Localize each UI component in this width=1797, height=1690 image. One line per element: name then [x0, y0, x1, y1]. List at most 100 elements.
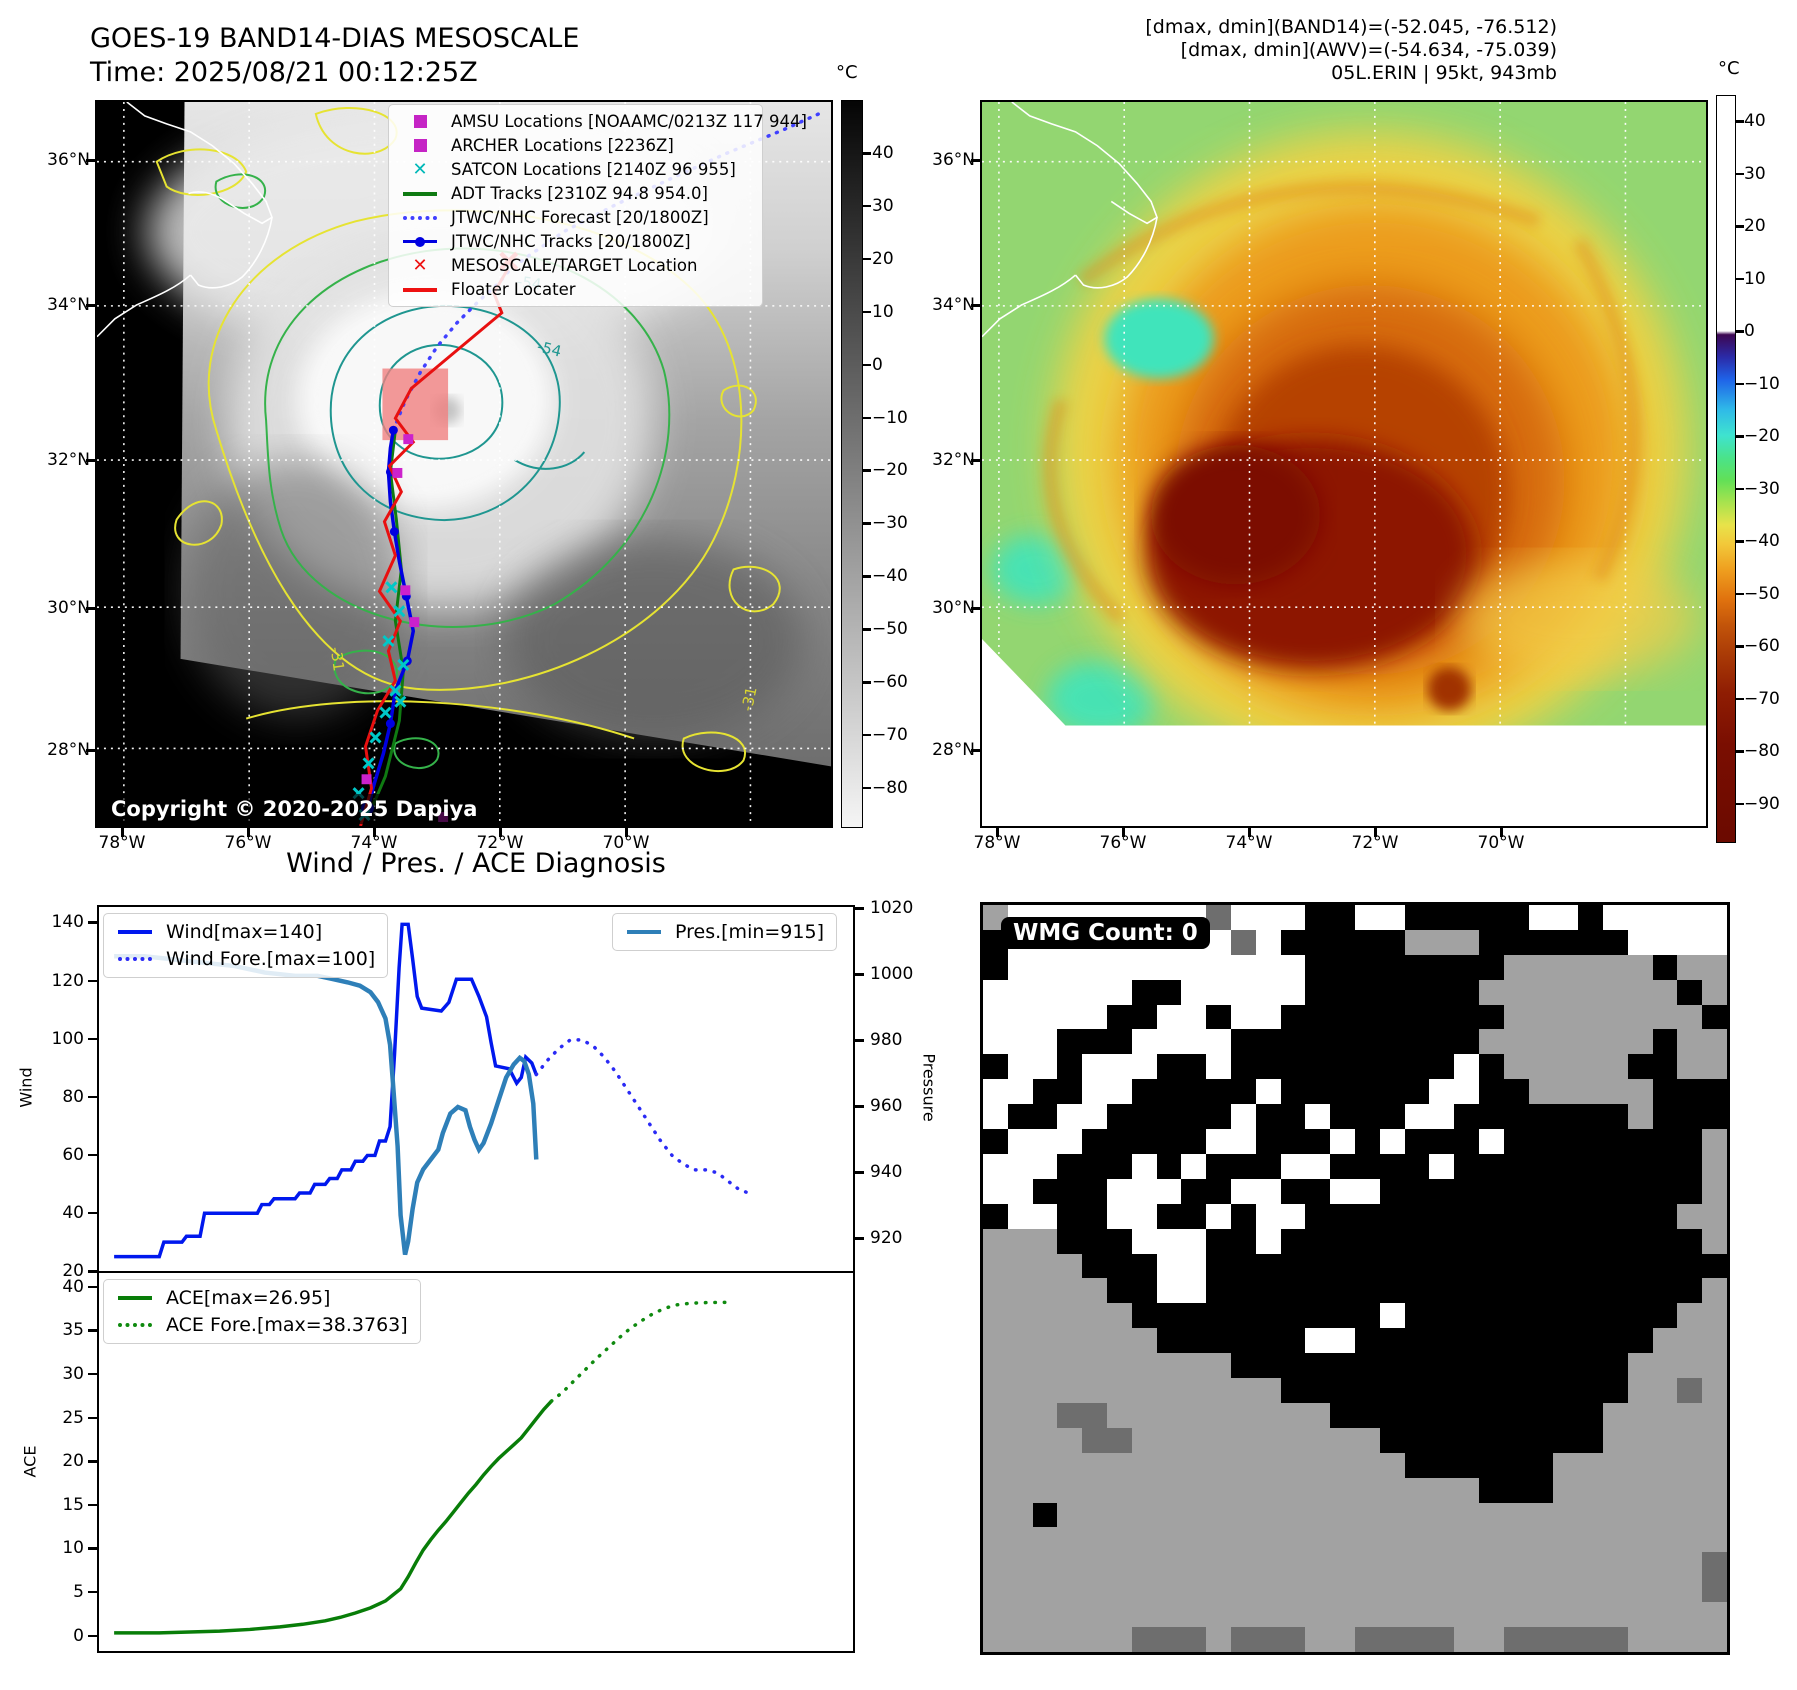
- wmg-cell: [1627, 1627, 1653, 1652]
- wmg-cell: [1627, 1029, 1653, 1055]
- wmg-cell: [1206, 1378, 1231, 1403]
- wmg-cell: [1354, 1054, 1380, 1080]
- wmg-cell: [1627, 1328, 1653, 1354]
- wmg-cell: [1354, 1178, 1380, 1204]
- legend-item-label: JTWC/NHC Tracks [20/1800Z]: [451, 232, 691, 251]
- wmg-cell: [1578, 1303, 1603, 1329]
- wmg-cell: [1032, 1104, 1058, 1130]
- wmg-cell: [1354, 1353, 1380, 1379]
- wmg-cell: [1578, 1427, 1603, 1453]
- wmg-cell: [1652, 1129, 1678, 1154]
- wind-forecast-legend-item-label: Wind Fore.[max=100]: [166, 948, 376, 970]
- wmg-cell: [1082, 1452, 1107, 1478]
- dotted-line-marker-icon: [116, 957, 154, 961]
- wmg-cell: [983, 1577, 1008, 1603]
- wmg-cell: [1305, 1178, 1331, 1204]
- wmg-cell: [1478, 1054, 1504, 1080]
- map1-lon-tick: 74°W: [350, 833, 398, 853]
- awv-colorbar-tick: −30: [1744, 478, 1780, 499]
- wmg-cell: [983, 1452, 1008, 1478]
- wmg-cell: [1280, 1353, 1306, 1379]
- wmg-cell: [1602, 1228, 1628, 1254]
- wmg-cell: [1528, 1627, 1554, 1652]
- wmg-cell: [1627, 1502, 1653, 1528]
- wmg-cell: [1379, 1079, 1405, 1105]
- tick-mark: [855, 907, 864, 910]
- wmg-cell: [1528, 1054, 1554, 1080]
- wmg-cell: [1007, 1402, 1033, 1428]
- wmg-cell: [1082, 954, 1107, 980]
- wmg-cell: [1578, 954, 1603, 980]
- wmg-cell: [1082, 1303, 1107, 1329]
- timestamp: Time: 2025/08/21 00:12:25Z: [90, 57, 478, 88]
- tick-mark: [88, 1095, 97, 1099]
- wmg-cell: [1082, 1353, 1107, 1379]
- wmg-cell: [1354, 1552, 1380, 1578]
- wmg-cell: [1503, 1552, 1529, 1578]
- wmg-cell: [1429, 1427, 1455, 1453]
- legend-item-label: AMSU Locations [NOAAMC/0213Z 117 944]: [451, 112, 807, 131]
- wmg-cell: [1429, 1452, 1455, 1478]
- wmg-cell: [1032, 1278, 1058, 1304]
- wmg-cell: [983, 1153, 1008, 1179]
- legend-item: JTWC/NHC Tracks [20/1800Z]: [401, 232, 750, 251]
- wmg-cell: [1602, 1502, 1628, 1528]
- wmg-cell: [1702, 1552, 1727, 1578]
- wmg-cell: [1454, 1627, 1479, 1652]
- wmg-cell: [1602, 1527, 1628, 1553]
- wmg-cell: [1181, 1378, 1207, 1403]
- wmg-cell: [1454, 1502, 1479, 1528]
- wmg-cell: [1280, 1178, 1306, 1204]
- awv-map-graphic: [982, 102, 1706, 826]
- tick-mark: [863, 204, 871, 208]
- wmg-cell: [1255, 1004, 1281, 1030]
- legend-item: Floater Locater: [401, 280, 750, 299]
- wmg-cell: [1354, 954, 1380, 980]
- wmg-cell: [1057, 1452, 1083, 1478]
- wmg-cell: [1255, 1178, 1281, 1204]
- wmg-cell: [1553, 1402, 1579, 1428]
- wmg-cell: [1454, 1129, 1479, 1154]
- wmg-cell: [1131, 1552, 1157, 1578]
- wmg-cell: [1677, 905, 1703, 930]
- wmg-cell: [1255, 1527, 1281, 1553]
- tick-mark: [88, 1372, 97, 1376]
- wmg-cell: [1652, 929, 1678, 955]
- tick-mark: [1736, 330, 1744, 333]
- wmg-cell: [1032, 1004, 1058, 1030]
- wmg-cell: [1032, 1178, 1058, 1204]
- wmg-cell: [1503, 1402, 1529, 1428]
- wmg-cell: [1057, 1527, 1083, 1553]
- wmg-cell: [1106, 1452, 1132, 1478]
- band14-satellite-map: AMSU Locations [NOAAMC/0213Z 117 944] ARC…: [95, 100, 833, 828]
- ace-axis-label: ACE: [20, 1445, 40, 1478]
- wmg-cell: [1156, 1054, 1182, 1080]
- wmg-cell: [1379, 1402, 1405, 1428]
- wmg-cell: [1082, 1178, 1107, 1204]
- wmg-cell: [1702, 1502, 1727, 1528]
- wmg-cell: [1354, 1527, 1380, 1553]
- wmg-cell: [1553, 1178, 1579, 1204]
- wmg-cell: [983, 1502, 1008, 1528]
- wmg-cell: [1702, 954, 1727, 980]
- wmg-cell: [1503, 1203, 1529, 1229]
- wmg-cell: [1230, 1552, 1256, 1578]
- wmg-cell: [1206, 1427, 1231, 1453]
- wmg-cell: [1379, 1427, 1405, 1453]
- wmg-cell: [983, 1527, 1008, 1553]
- wmg-cell: [1503, 1527, 1529, 1553]
- wmg-cell: [1156, 1502, 1182, 1528]
- wind-legend: Wind[max=140] Wind Fore.[max=100]: [103, 913, 389, 978]
- legend-item: ADT Tracks [2310Z 94.8 954.0]: [401, 184, 750, 203]
- wmg-cell: [1677, 1303, 1703, 1329]
- wmg-cell: [1379, 1104, 1405, 1130]
- wmg-cell: [1702, 1328, 1727, 1354]
- tick-mark: [88, 1460, 97, 1463]
- wmg-cell: [1404, 1402, 1430, 1428]
- wmg-cell: [1032, 1129, 1058, 1154]
- wmg-cell: [1106, 1502, 1132, 1528]
- band14-colorbar-tick: −10: [872, 407, 908, 428]
- wmg-cell: [1503, 1253, 1529, 1279]
- wmg-cell: [1131, 1203, 1157, 1229]
- wmg-cell: [1305, 1153, 1331, 1179]
